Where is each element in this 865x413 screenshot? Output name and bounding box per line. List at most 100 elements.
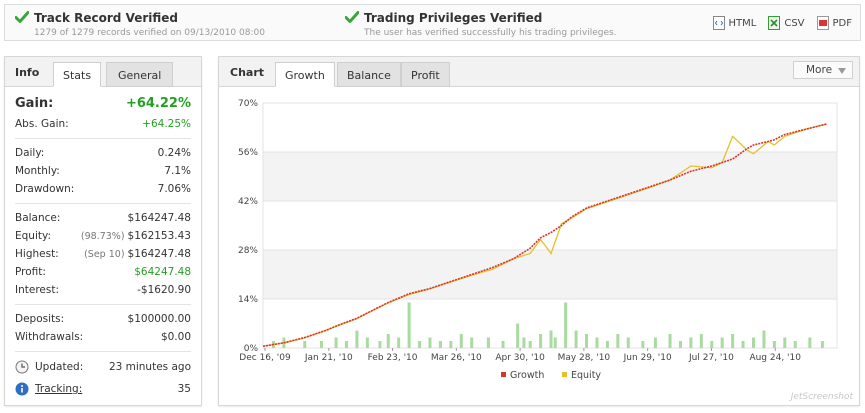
stat-profit: Profit: $64247.48 bbox=[15, 263, 191, 281]
profit-label: Profit: bbox=[15, 266, 46, 278]
interest-label: Interest: bbox=[15, 284, 59, 296]
volume-bar bbox=[641, 341, 645, 348]
y-tick-label: 28% bbox=[238, 246, 258, 256]
equity-label: Equity: bbox=[15, 230, 51, 242]
abs-gain-label: Abs. Gain: bbox=[15, 118, 69, 130]
volume-bar bbox=[689, 337, 693, 348]
legend-growth-label: Growth bbox=[510, 370, 544, 381]
more-dropdown[interactable]: More bbox=[793, 61, 853, 79]
watermark: JetScreenshot bbox=[790, 392, 853, 402]
volume-bar bbox=[449, 341, 453, 348]
stat-daily: Daily: 0.24% bbox=[15, 144, 191, 162]
tab-profit[interactable]: Profit bbox=[401, 62, 450, 87]
export-html-button[interactable]: HTML bbox=[712, 16, 756, 30]
volume-bar bbox=[418, 341, 422, 348]
volume-bar bbox=[516, 323, 520, 348]
divider bbox=[15, 304, 191, 305]
stat-withdrawals: Withdrawals: $0.00 bbox=[15, 328, 191, 346]
volume-bar bbox=[319, 341, 323, 348]
y-tick-label: 0% bbox=[244, 344, 259, 354]
x-tick-label: Dec 16, '09 bbox=[239, 353, 291, 363]
stat-gain: Gain: +64.22% bbox=[15, 93, 191, 115]
daily-value: 0.24% bbox=[157, 147, 191, 159]
csv-file-icon bbox=[768, 16, 781, 30]
info-panel-title: Info bbox=[15, 66, 40, 79]
legend-equity-label: Equity bbox=[571, 370, 601, 381]
plot-area bbox=[262, 102, 838, 349]
deposits-label: Deposits: bbox=[15, 313, 65, 325]
volume-bar bbox=[378, 341, 382, 348]
volume-bar bbox=[470, 337, 474, 348]
stats-list: Gain: +64.22% Abs. Gain: +64.25% Daily: … bbox=[5, 93, 201, 401]
gain-value: +64.22% bbox=[125, 96, 191, 111]
volume-bar bbox=[522, 337, 526, 348]
info-panel: Info Stats General Gain: +64.22% Abs. Ga… bbox=[4, 56, 202, 406]
x-tick-label: Jun 29, '10 bbox=[623, 353, 672, 363]
divider bbox=[15, 203, 191, 204]
export-pdf-button[interactable]: PDF bbox=[816, 16, 852, 30]
x-tick-label: Aug 24, '10 bbox=[749, 353, 801, 363]
volume-bar bbox=[574, 330, 578, 348]
volume-bar bbox=[539, 334, 543, 348]
volume-bar bbox=[501, 341, 505, 348]
tab-stats[interactable]: Stats bbox=[53, 62, 102, 87]
volume-bar bbox=[344, 341, 348, 348]
x-tick-label: Mar 26, '10 bbox=[431, 353, 482, 363]
abs-gain-value: +64.25% bbox=[142, 118, 191, 130]
trading-privileges-subtitle: The user has verified successfully his t… bbox=[364, 28, 617, 38]
drawdown-label: Drawdown: bbox=[15, 183, 75, 195]
legend-growth-swatch bbox=[501, 372, 506, 377]
stat-updated: Updated: 23 minutes ago bbox=[15, 357, 191, 379]
growth-chart: 0% 14% 28% 42% 56% 70% Dec 16, '09 Jan 21, '10 F… bbox=[238, 99, 838, 381]
tab-general[interactable]: General bbox=[106, 62, 174, 87]
more-label: More bbox=[806, 64, 833, 76]
volume-bar bbox=[564, 302, 568, 348]
y-tick-label: 42% bbox=[238, 197, 258, 207]
export-links: HTML CSV PDF bbox=[712, 16, 852, 30]
export-csv-button[interactable]: CSV bbox=[768, 16, 805, 30]
volume-bar bbox=[303, 341, 307, 348]
volume-bar bbox=[772, 341, 776, 348]
grid-band bbox=[263, 250, 837, 299]
volume-bar bbox=[653, 337, 657, 348]
x-tick-label: Apr 30, '10 bbox=[495, 353, 545, 363]
drawdown-value: 7.06% bbox=[157, 183, 191, 195]
html-file-icon bbox=[712, 16, 725, 30]
pdf-file-icon bbox=[816, 16, 829, 30]
clock-icon bbox=[15, 360, 29, 374]
volume-bar bbox=[710, 341, 714, 348]
balance-value: $164247.48 bbox=[127, 212, 191, 224]
tracking-link[interactable]: Tracking: bbox=[35, 383, 83, 395]
volume-bar bbox=[808, 337, 812, 348]
volume-bar bbox=[626, 337, 630, 348]
volume-bar bbox=[752, 337, 756, 348]
tracking-value: 35 bbox=[177, 383, 191, 395]
chart-tab-bar: Chart Growth Balance Profit More bbox=[219, 57, 859, 87]
monthly-value: 7.1% bbox=[164, 165, 191, 177]
stat-interest: Interest: -$1620.90 bbox=[15, 281, 191, 299]
highest-value: $164247.48 bbox=[127, 248, 191, 260]
volume-bar bbox=[407, 302, 411, 348]
legend-equity-swatch bbox=[562, 372, 567, 377]
tab-growth[interactable]: Growth bbox=[275, 62, 335, 87]
volume-bar bbox=[762, 330, 766, 348]
volume-bar bbox=[595, 337, 599, 348]
volume-bar bbox=[553, 337, 557, 348]
divider bbox=[15, 138, 191, 139]
highest-value-group: (Sep 10) $164247.48 bbox=[84, 248, 191, 260]
highest-date: (Sep 10) bbox=[84, 249, 125, 260]
stat-tracking: Tracking: 35 bbox=[15, 379, 191, 401]
volume-bar bbox=[731, 334, 735, 348]
y-tick-label: 14% bbox=[238, 295, 258, 305]
volume-bar bbox=[397, 337, 401, 348]
volume-bar bbox=[585, 334, 589, 348]
growth-line bbox=[262, 123, 827, 348]
y-tick-label: 56% bbox=[238, 148, 258, 158]
volume-bar bbox=[549, 330, 553, 348]
tab-balance[interactable]: Balance bbox=[337, 62, 401, 87]
equity-value-group: (98.73%) $162153.43 bbox=[81, 230, 191, 242]
volume-bar bbox=[528, 341, 532, 348]
chevron-down-icon bbox=[838, 68, 846, 74]
monthly-label: Monthly: bbox=[15, 165, 60, 177]
equity-percent: (98.73%) bbox=[80, 231, 125, 242]
